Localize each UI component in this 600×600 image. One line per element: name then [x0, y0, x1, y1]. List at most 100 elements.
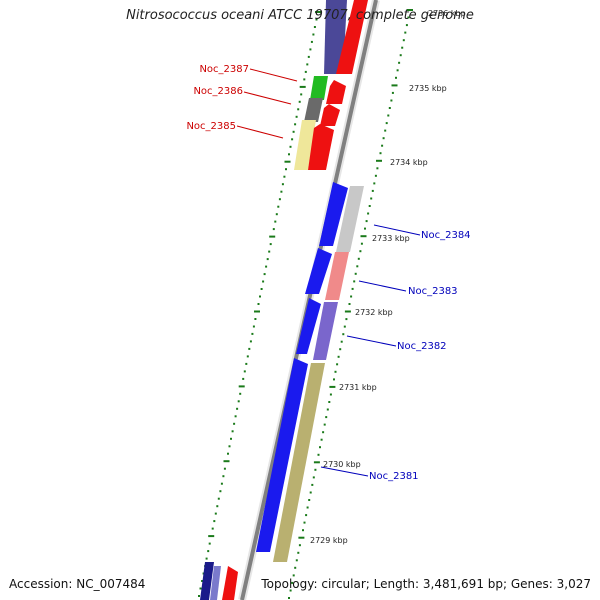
inner-ring-minor-tick	[208, 542, 211, 545]
inner-ring-minor-tick	[291, 138, 294, 141]
gene-Noc_2386	[304, 98, 323, 122]
scale-label-2733: 2733 kbp	[372, 234, 410, 243]
inner-ring-major-tick	[284, 160, 291, 163]
outer-ring-minor-tick	[294, 566, 297, 569]
inner-ring-minor-tick	[295, 115, 298, 118]
outer-ring-minor-tick	[402, 39, 405, 42]
outer-ring-minor-tick	[337, 355, 340, 358]
inner-ring-minor-tick	[280, 190, 283, 193]
inner-ring-major-tick	[254, 310, 260, 313]
gene-Noc_2382	[313, 302, 338, 360]
inner-ring-minor-tick	[285, 168, 287, 171]
inner-ring-minor-tick	[312, 33, 315, 36]
tick-dot-rings	[198, 9, 413, 599]
inner-ring-minor-tick	[266, 258, 269, 261]
inner-ring-minor-tick	[249, 340, 252, 343]
outer-ring-minor-tick	[407, 16, 410, 19]
outer-ring-minor-tick	[401, 46, 404, 49]
inner-ring-minor-tick	[303, 78, 306, 81]
inner-ring-minor-tick	[262, 280, 265, 283]
inner-ring-minor-tick	[205, 557, 208, 560]
outer-ring-minor-tick	[353, 280, 356, 283]
inner-ring-minor-tick	[222, 475, 225, 478]
scale-label-2730: 2730 kbp	[323, 460, 361, 469]
scale-label-2729: 2729 kbp	[310, 536, 348, 545]
outer-ring-minor-tick	[326, 408, 329, 411]
scale-label-2732: 2732 kbp	[355, 308, 393, 317]
gene-blue-arrow-2382	[296, 298, 321, 354]
inner-ring-minor-tick	[298, 100, 301, 103]
map-title: Nitrosococcus oceani ATCC 19707, complet…	[126, 8, 474, 23]
outer-ring-minor-tick	[345, 318, 348, 321]
gene-Noc_2385	[294, 120, 316, 170]
inner-ring-minor-tick	[198, 595, 200, 597]
outer-ring-minor-tick	[291, 581, 294, 584]
inner-ring-major-tick	[238, 385, 245, 388]
inner-ring-minor-tick	[274, 220, 277, 223]
gene-label-Noc_2385: Noc_2385	[186, 121, 236, 132]
inner-ring-minor-tick	[300, 93, 303, 96]
outer-ring-minor-tick	[357, 257, 360, 260]
inner-ring-minor-tick	[233, 422, 236, 425]
inner-ring-minor-tick	[254, 318, 257, 320]
inner-ring-minor-tick	[234, 415, 237, 418]
outer-ring-minor-tick	[320, 438, 323, 441]
outer-ring-minor-tick	[391, 91, 394, 94]
outer-ring-minor-tick	[292, 574, 295, 577]
outer-ring-major-tick	[313, 461, 320, 464]
inner-ring-minor-tick	[242, 377, 245, 380]
inner-ring-minor-tick	[289, 145, 292, 148]
outer-ring-minor-tick	[322, 431, 325, 434]
outer-ring-minor-tick	[351, 287, 354, 290]
outer-ring-minor-tick	[395, 76, 397, 79]
inner-ring-minor-tick	[283, 175, 286, 178]
outer-ring-major-tick	[298, 536, 305, 539]
outer-ring-minor-tick	[342, 333, 345, 336]
inner-ring-minor-tick	[251, 332, 254, 335]
outer-ring-major-tick	[344, 310, 351, 313]
inner-ring-major-tick	[208, 535, 215, 538]
outer-ring-minor-tick	[373, 182, 376, 185]
outer-ring-minor-tick	[289, 589, 292, 592]
gene-Noc_2384	[336, 186, 364, 252]
outer-ring-minor-tick	[379, 152, 382, 155]
gene-Noc_2383	[325, 252, 349, 300]
outer-ring-minor-tick	[365, 220, 368, 223]
outer-ring-minor-tick	[329, 393, 332, 396]
inner-ring-minor-tick	[269, 243, 272, 246]
scale-label-2734: 2734 kbp	[390, 158, 428, 167]
outer-ring-major-tick	[376, 159, 382, 162]
outer-ring-minor-tick	[343, 325, 346, 328]
inner-ring-minor-tick	[211, 527, 214, 530]
outer-ring-major-tick	[360, 235, 367, 238]
outer-ring-major-tick	[329, 385, 336, 388]
gene-label-Noc_2384: Noc_2384	[421, 230, 471, 241]
outer-ring-minor-tick	[295, 559, 298, 562]
outer-ring-minor-tick	[305, 514, 308, 517]
scale-label-2731: 2731 kbp	[339, 383, 377, 392]
outer-ring-minor-tick	[371, 189, 374, 192]
inner-ring-minor-tick	[214, 512, 217, 515]
inner-ring-minor-tick	[246, 355, 249, 358]
gene-blue-arrow-2384	[319, 182, 348, 246]
outer-ring-minor-tick	[308, 499, 311, 501]
gene-label-Noc_2381: Noc_2381	[369, 471, 419, 482]
gene-label-Noc_2382: Noc_2382	[397, 341, 447, 352]
gene-Noc_2387	[310, 76, 328, 100]
outer-ring-minor-tick	[298, 544, 301, 547]
gene-red-arrow-1	[326, 80, 346, 104]
gene-bar-bottom-lavender	[210, 566, 221, 600]
outer-ring-minor-tick	[306, 506, 309, 509]
genome-summary-text: Topology: circular; Length: 3,481,691 bp…	[261, 577, 591, 591]
outer-ring-minor-tick	[309, 491, 312, 494]
gene-blue-arrow-2381	[256, 358, 308, 552]
inner-ring-minor-tick	[236, 407, 239, 410]
inner-ring-major-tick	[269, 235, 276, 238]
outer-ring-minor-tick	[360, 242, 363, 245]
outer-ring-minor-tick	[404, 31, 407, 34]
outer-ring-minor-tick	[398, 61, 401, 64]
inner-ring-minor-tick	[259, 295, 261, 298]
inner-ring-minor-tick	[252, 325, 255, 328]
inner-ring-minor-tick	[245, 362, 248, 365]
outer-ring-minor-tick	[311, 483, 314, 486]
